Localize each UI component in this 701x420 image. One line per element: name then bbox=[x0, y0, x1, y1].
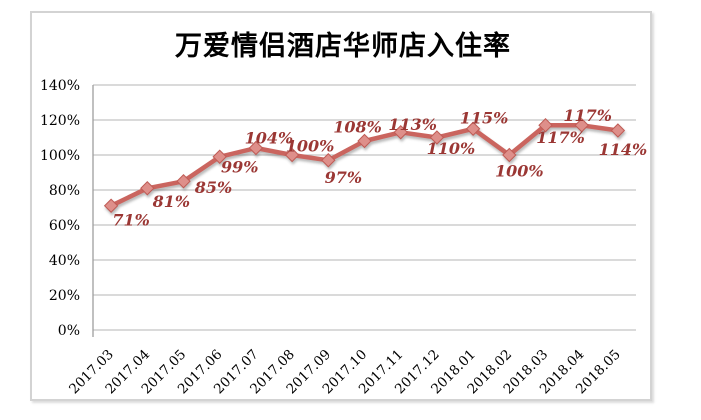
data-point-label: 113% bbox=[388, 115, 437, 134]
data-point-label: 85% bbox=[194, 178, 232, 197]
data-point-marker[interactable] bbox=[321, 153, 336, 168]
data-point-label: 114% bbox=[599, 140, 648, 159]
data-point-label: 71% bbox=[112, 210, 149, 229]
data-point-marker[interactable] bbox=[574, 118, 589, 133]
data-point-marker[interactable] bbox=[176, 174, 191, 189]
data-point-label: 97% bbox=[325, 168, 362, 187]
data-point-marker[interactable] bbox=[465, 121, 481, 136]
data-point-marker[interactable] bbox=[357, 133, 372, 149]
y-axis-tick-label: 60% bbox=[49, 218, 80, 234]
data-point-label: 115% bbox=[460, 108, 509, 127]
data-point-marker[interactable] bbox=[502, 147, 517, 163]
data-point-label: 117% bbox=[563, 106, 612, 125]
data-point-marker[interactable] bbox=[429, 130, 445, 145]
y-axis-tick-label: 0% bbox=[58, 323, 80, 339]
data-point-marker[interactable] bbox=[393, 125, 408, 140]
data-point-marker[interactable] bbox=[538, 118, 553, 133]
data-point-label: 108% bbox=[333, 118, 382, 137]
y-axis-tick-label: 80% bbox=[49, 183, 80, 199]
data-point-label: 117% bbox=[536, 128, 585, 147]
y-axis-tick-label: 120% bbox=[40, 113, 80, 129]
data-point-marker[interactable] bbox=[248, 140, 264, 156]
data-point-label: 99% bbox=[221, 157, 258, 176]
y-axis-tick-label: 20% bbox=[49, 288, 80, 304]
data-point-marker[interactable] bbox=[212, 149, 227, 164]
data-point-label: 81% bbox=[152, 192, 190, 211]
data-point-marker[interactable] bbox=[140, 181, 155, 196]
data-point-marker[interactable] bbox=[284, 147, 300, 163]
y-axis-tick-label: 100% bbox=[40, 148, 80, 164]
series-group bbox=[103, 118, 626, 213]
y-axis-tick-label: 40% bbox=[49, 253, 80, 269]
data-point-marker[interactable] bbox=[610, 123, 626, 138]
data-point-label: 104% bbox=[245, 129, 294, 148]
data-point-label: 110% bbox=[427, 139, 476, 158]
chart-title: 万爱情侣酒店华师店入住率 bbox=[175, 31, 511, 62]
data-point-label: 100% bbox=[495, 162, 544, 181]
chart-frame[interactable] bbox=[30, 11, 652, 401]
y-axis-tick-label: 140% bbox=[40, 78, 80, 94]
data-point-label: 100% bbox=[286, 137, 335, 156]
data-point-marker[interactable] bbox=[103, 198, 119, 213]
